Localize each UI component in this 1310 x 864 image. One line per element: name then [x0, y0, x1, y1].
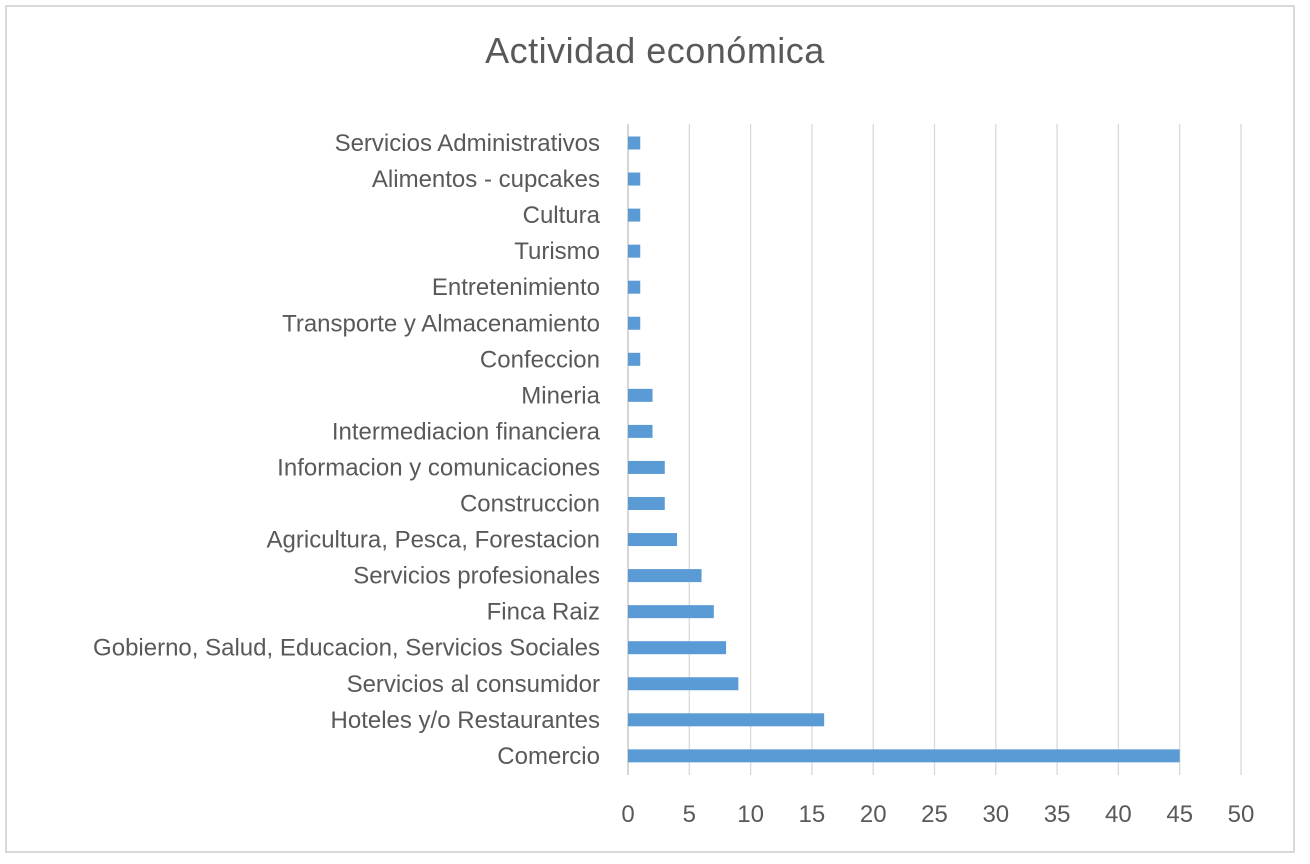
bar	[628, 605, 714, 619]
bar	[628, 569, 702, 583]
bar	[628, 749, 1180, 763]
bar	[628, 136, 641, 150]
x-tick-label: 50	[1228, 801, 1255, 828]
bars	[628, 136, 1180, 763]
x-tick-label: 15	[799, 801, 826, 828]
x-tick-label: 10	[737, 801, 764, 828]
category-label: Finca Raiz	[487, 599, 600, 626]
bar	[628, 244, 641, 258]
category-label: Gobierno, Salud, Educacion, Servicios So…	[93, 635, 600, 662]
category-label: Servicios al consumidor	[347, 671, 600, 698]
category-label: Alimentos - cupcakes	[372, 166, 600, 193]
bar	[628, 677, 739, 691]
bar	[628, 352, 641, 366]
category-label: Hoteles y/o Restaurantes	[331, 707, 600, 734]
x-tick-label: 25	[921, 801, 948, 828]
bar	[628, 713, 825, 727]
chart-title: Actividad económica	[485, 30, 825, 71]
x-tick-labels: 0 5 10 15 20 25 30 35 40 45 50	[621, 801, 1254, 828]
bar	[628, 280, 641, 294]
category-label: Mineria	[521, 382, 600, 409]
bar	[628, 533, 678, 547]
gridlines	[627, 124, 1242, 775]
category-label: Cultura	[523, 202, 601, 229]
bar	[628, 316, 641, 330]
category-label: Construccion	[460, 491, 600, 518]
bar	[628, 172, 641, 186]
x-tick-label: 0	[621, 801, 634, 828]
x-tick-label: 35	[1044, 801, 1071, 828]
bar	[628, 208, 641, 222]
x-tick-label: 20	[860, 801, 887, 828]
category-label: Informacion y comunicaciones	[277, 454, 600, 481]
x-tick-label: 40	[1105, 801, 1132, 828]
category-label: Transporte y Almacenamiento	[282, 310, 600, 337]
bar	[628, 460, 665, 474]
bar	[628, 388, 653, 402]
bar	[628, 497, 665, 510]
x-tick-label: 30	[982, 801, 1009, 828]
x-tick-label: 5	[683, 801, 696, 828]
bar	[628, 641, 727, 655]
bar	[628, 424, 653, 438]
category-label: Turismo	[514, 238, 600, 265]
category-label: Entretenimiento	[432, 274, 600, 301]
category-label: Confeccion	[480, 346, 600, 373]
category-label: Intermediacion financiera	[332, 418, 601, 445]
category-labels: Servicios Administrativos Alimentos - cup…	[93, 130, 601, 770]
x-tick-label: 45	[1166, 801, 1193, 828]
category-label: Comercio	[497, 743, 600, 770]
category-label: Servicios profesionales	[353, 563, 600, 590]
category-label: Agricultura, Pesca, Forestacion	[267, 527, 600, 554]
category-label: Servicios Administrativos	[335, 130, 600, 157]
